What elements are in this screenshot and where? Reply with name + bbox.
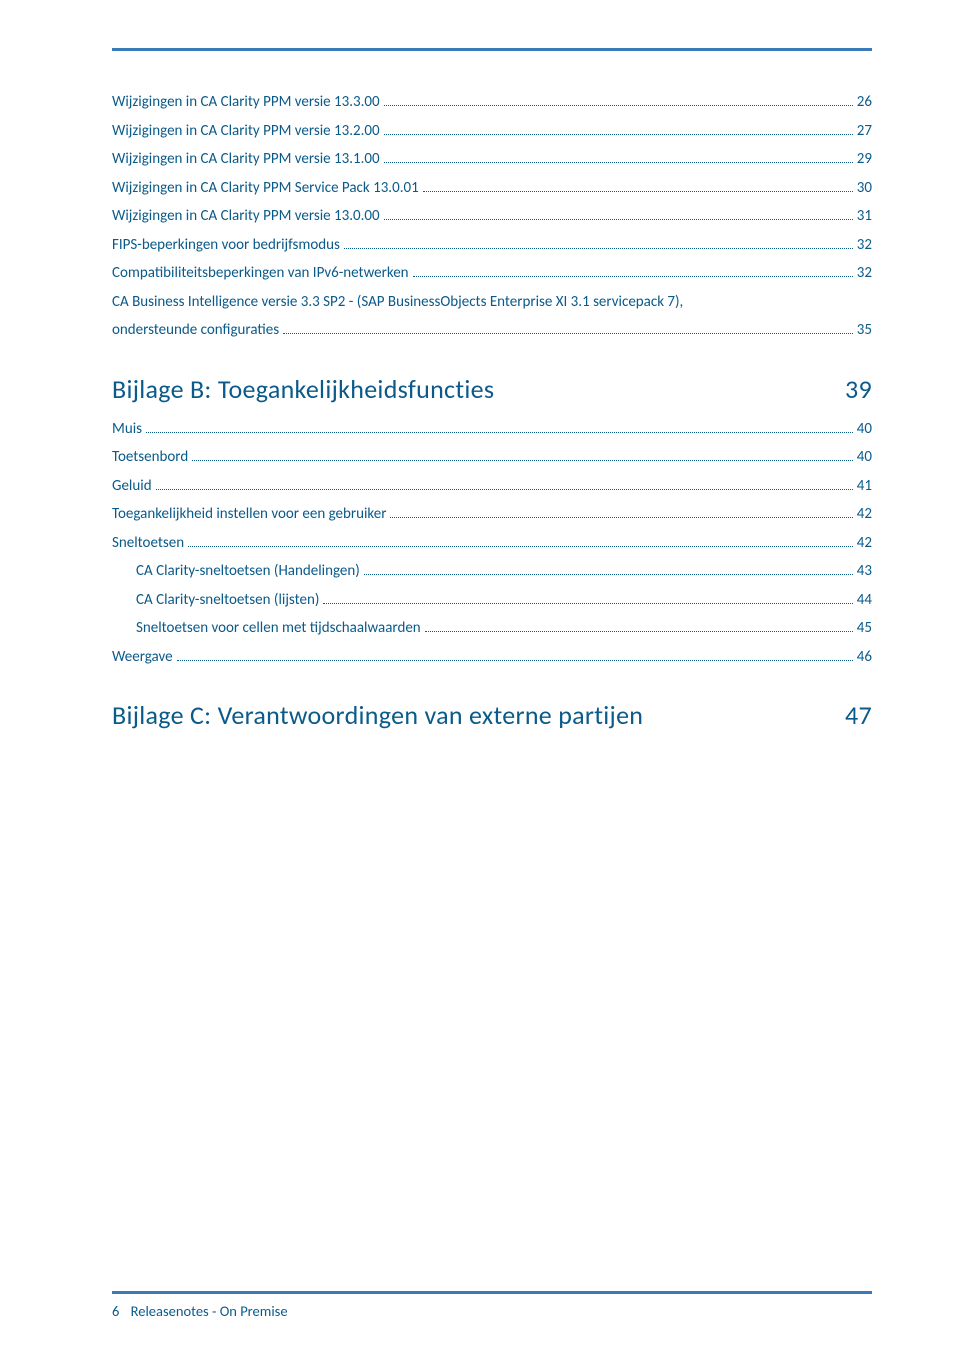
toc-block-1: Wijzigingen in CA Clarity PPM versie 13.… (112, 88, 872, 345)
toc-entry-label: Toetsenbord (112, 443, 188, 472)
toc-leader-dots (283, 321, 853, 335)
toc-entry-label: Muis (112, 415, 142, 444)
toc-entry[interactable]: Toegankelijkheid instellen voor een gebr… (112, 500, 872, 529)
toc-entry-label: Geluid (112, 472, 152, 501)
toc-entry-page: 32 (857, 259, 872, 288)
toc-entry[interactable]: Compatibiliteitsbeperkingen van IPv6-net… (112, 259, 872, 288)
toc-entry[interactable]: Wijzigingen in CA Clarity PPM versie 13.… (112, 117, 872, 146)
footer-page-number: 6 (112, 1302, 119, 1320)
toc-entry[interactable]: CA Clarity-sneltoetsen (lijsten) 44 (112, 586, 872, 615)
toc-entry[interactable]: Sneltoetsen voor cellen met tijdschaalwa… (112, 614, 872, 643)
toc-entry-page: 27 (857, 117, 872, 146)
toc-entry[interactable]: CA Business Intelligence versie 3.3 SP2 … (112, 288, 872, 345)
toc-entry-page: 43 (857, 557, 872, 586)
toc-entry-label: CA Clarity-sneltoetsen (Handelingen) (136, 557, 360, 586)
toc-entry[interactable]: FIPS-beperkingen voor bedrijfsmodus 32 (112, 231, 872, 260)
toc-entry-label: ondersteunde configuraties (112, 316, 279, 345)
toc-leader-dots (364, 562, 853, 576)
footer-divider (112, 1291, 872, 1294)
section-heading-bijlage-c[interactable]: Bijlage C: Verantwoordingen van externe … (112, 699, 872, 731)
section-heading-page: 47 (845, 699, 872, 731)
toc-entry-label: CA Clarity-sneltoetsen (lijsten) (136, 586, 319, 615)
toc-leader-dots (177, 647, 853, 661)
footer-text: 6 Releasenotes - On Premise (112, 1302, 872, 1320)
toc-entry-label: Sneltoetsen voor cellen met tijdschaalwa… (136, 614, 421, 643)
page-footer: 6 Releasenotes - On Premise (0, 1291, 960, 1320)
section-heading-label: Bijlage C: Verantwoordingen van externe … (112, 699, 643, 731)
toc-entry-label-line1: CA Business Intelligence versie 3.3 SP2 … (112, 288, 872, 317)
toc-entry-page: 35 (857, 316, 872, 345)
toc-entry[interactable]: Muis 40 (112, 415, 872, 444)
toc-entry[interactable]: Wijzigingen in CA Clarity PPM Service Pa… (112, 174, 872, 203)
toc-leader-dots (146, 419, 853, 433)
toc-entry-page: 31 (857, 202, 872, 231)
section-heading-label: Bijlage B: Toegankelijkheidsfuncties (112, 373, 494, 405)
footer-title: Releasenotes - On Premise (131, 1302, 288, 1320)
toc-leader-dots (384, 121, 853, 135)
toc-entry-label: Weergave (112, 643, 173, 672)
toc-leader-dots (344, 235, 853, 249)
toc-leader-dots (423, 178, 853, 192)
toc-entry-label: FIPS-beperkingen voor bedrijfsmodus (112, 231, 340, 260)
toc-entry-page: 45 (857, 614, 872, 643)
toc-block-2: Muis 40 Toetsenbord 40 Geluid 41 Toegankelijkh… (112, 415, 872, 672)
toc-leader-dots (413, 264, 853, 278)
toc-entry[interactable]: Toetsenbord 40 (112, 443, 872, 472)
toc-entry-page: 46 (857, 643, 872, 672)
toc-leader-dots (384, 93, 853, 107)
toc-entry-page: 42 (857, 529, 872, 558)
toc-entry-label: Wijzigingen in CA Clarity PPM Service Pa… (112, 174, 419, 203)
toc-leader-dots (156, 476, 853, 490)
toc-entry[interactable]: Geluid 41 (112, 472, 872, 501)
toc-entry-page: 42 (857, 500, 872, 529)
top-divider (112, 48, 872, 51)
section-heading-bijlage-b[interactable]: Bijlage B: Toegankelijkheidsfuncties 39 (112, 373, 872, 405)
toc-entry[interactable]: Wijzigingen in CA Clarity PPM versie 13.… (112, 145, 872, 174)
toc-entry-line2: ondersteunde configuraties 35 (112, 316, 872, 345)
toc-entry[interactable]: CA Clarity-sneltoetsen (Handelingen) 43 (112, 557, 872, 586)
toc-leader-dots (425, 619, 853, 633)
toc-entry-label: Compatibiliteitsbeperkingen van IPv6-net… (112, 259, 409, 288)
toc-entry[interactable]: Wijzigingen in CA Clarity PPM versie 13.… (112, 88, 872, 117)
toc-entry-page: 40 (857, 443, 872, 472)
document-page: Wijzigingen in CA Clarity PPM versie 13.… (0, 0, 960, 1362)
toc-entry-label: Wijzigingen in CA Clarity PPM versie 13.… (112, 88, 380, 117)
toc-leader-dots (390, 505, 852, 519)
toc-entry[interactable]: Weergave 46 (112, 643, 872, 672)
toc-leader-dots (192, 448, 853, 462)
toc-entry[interactable]: Sneltoetsen 42 (112, 529, 872, 558)
toc-entry-page: 30 (857, 174, 872, 203)
toc-entry-page: 44 (857, 586, 872, 615)
toc-entry-label: Wijzigingen in CA Clarity PPM versie 13.… (112, 145, 380, 174)
toc-entry-label: Toegankelijkheid instellen voor een gebr… (112, 500, 386, 529)
toc-entry-label: Wijzigingen in CA Clarity PPM versie 13.… (112, 117, 380, 146)
section-heading-page: 39 (845, 373, 872, 405)
toc-entry-page: 40 (857, 415, 872, 444)
toc-entry-page: 41 (857, 472, 872, 501)
toc-entry[interactable]: Wijzigingen in CA Clarity PPM versie 13.… (112, 202, 872, 231)
toc-entry-label: Sneltoetsen (112, 529, 184, 558)
toc-entry-page: 26 (857, 88, 872, 117)
toc-leader-dots (188, 533, 853, 547)
toc-entry-page: 29 (857, 145, 872, 174)
toc-leader-dots (323, 590, 852, 604)
toc-entry-label: Wijzigingen in CA Clarity PPM versie 13.… (112, 202, 380, 231)
toc-leader-dots (384, 150, 853, 164)
toc-leader-dots (384, 207, 853, 221)
toc-entry-page: 32 (857, 231, 872, 260)
